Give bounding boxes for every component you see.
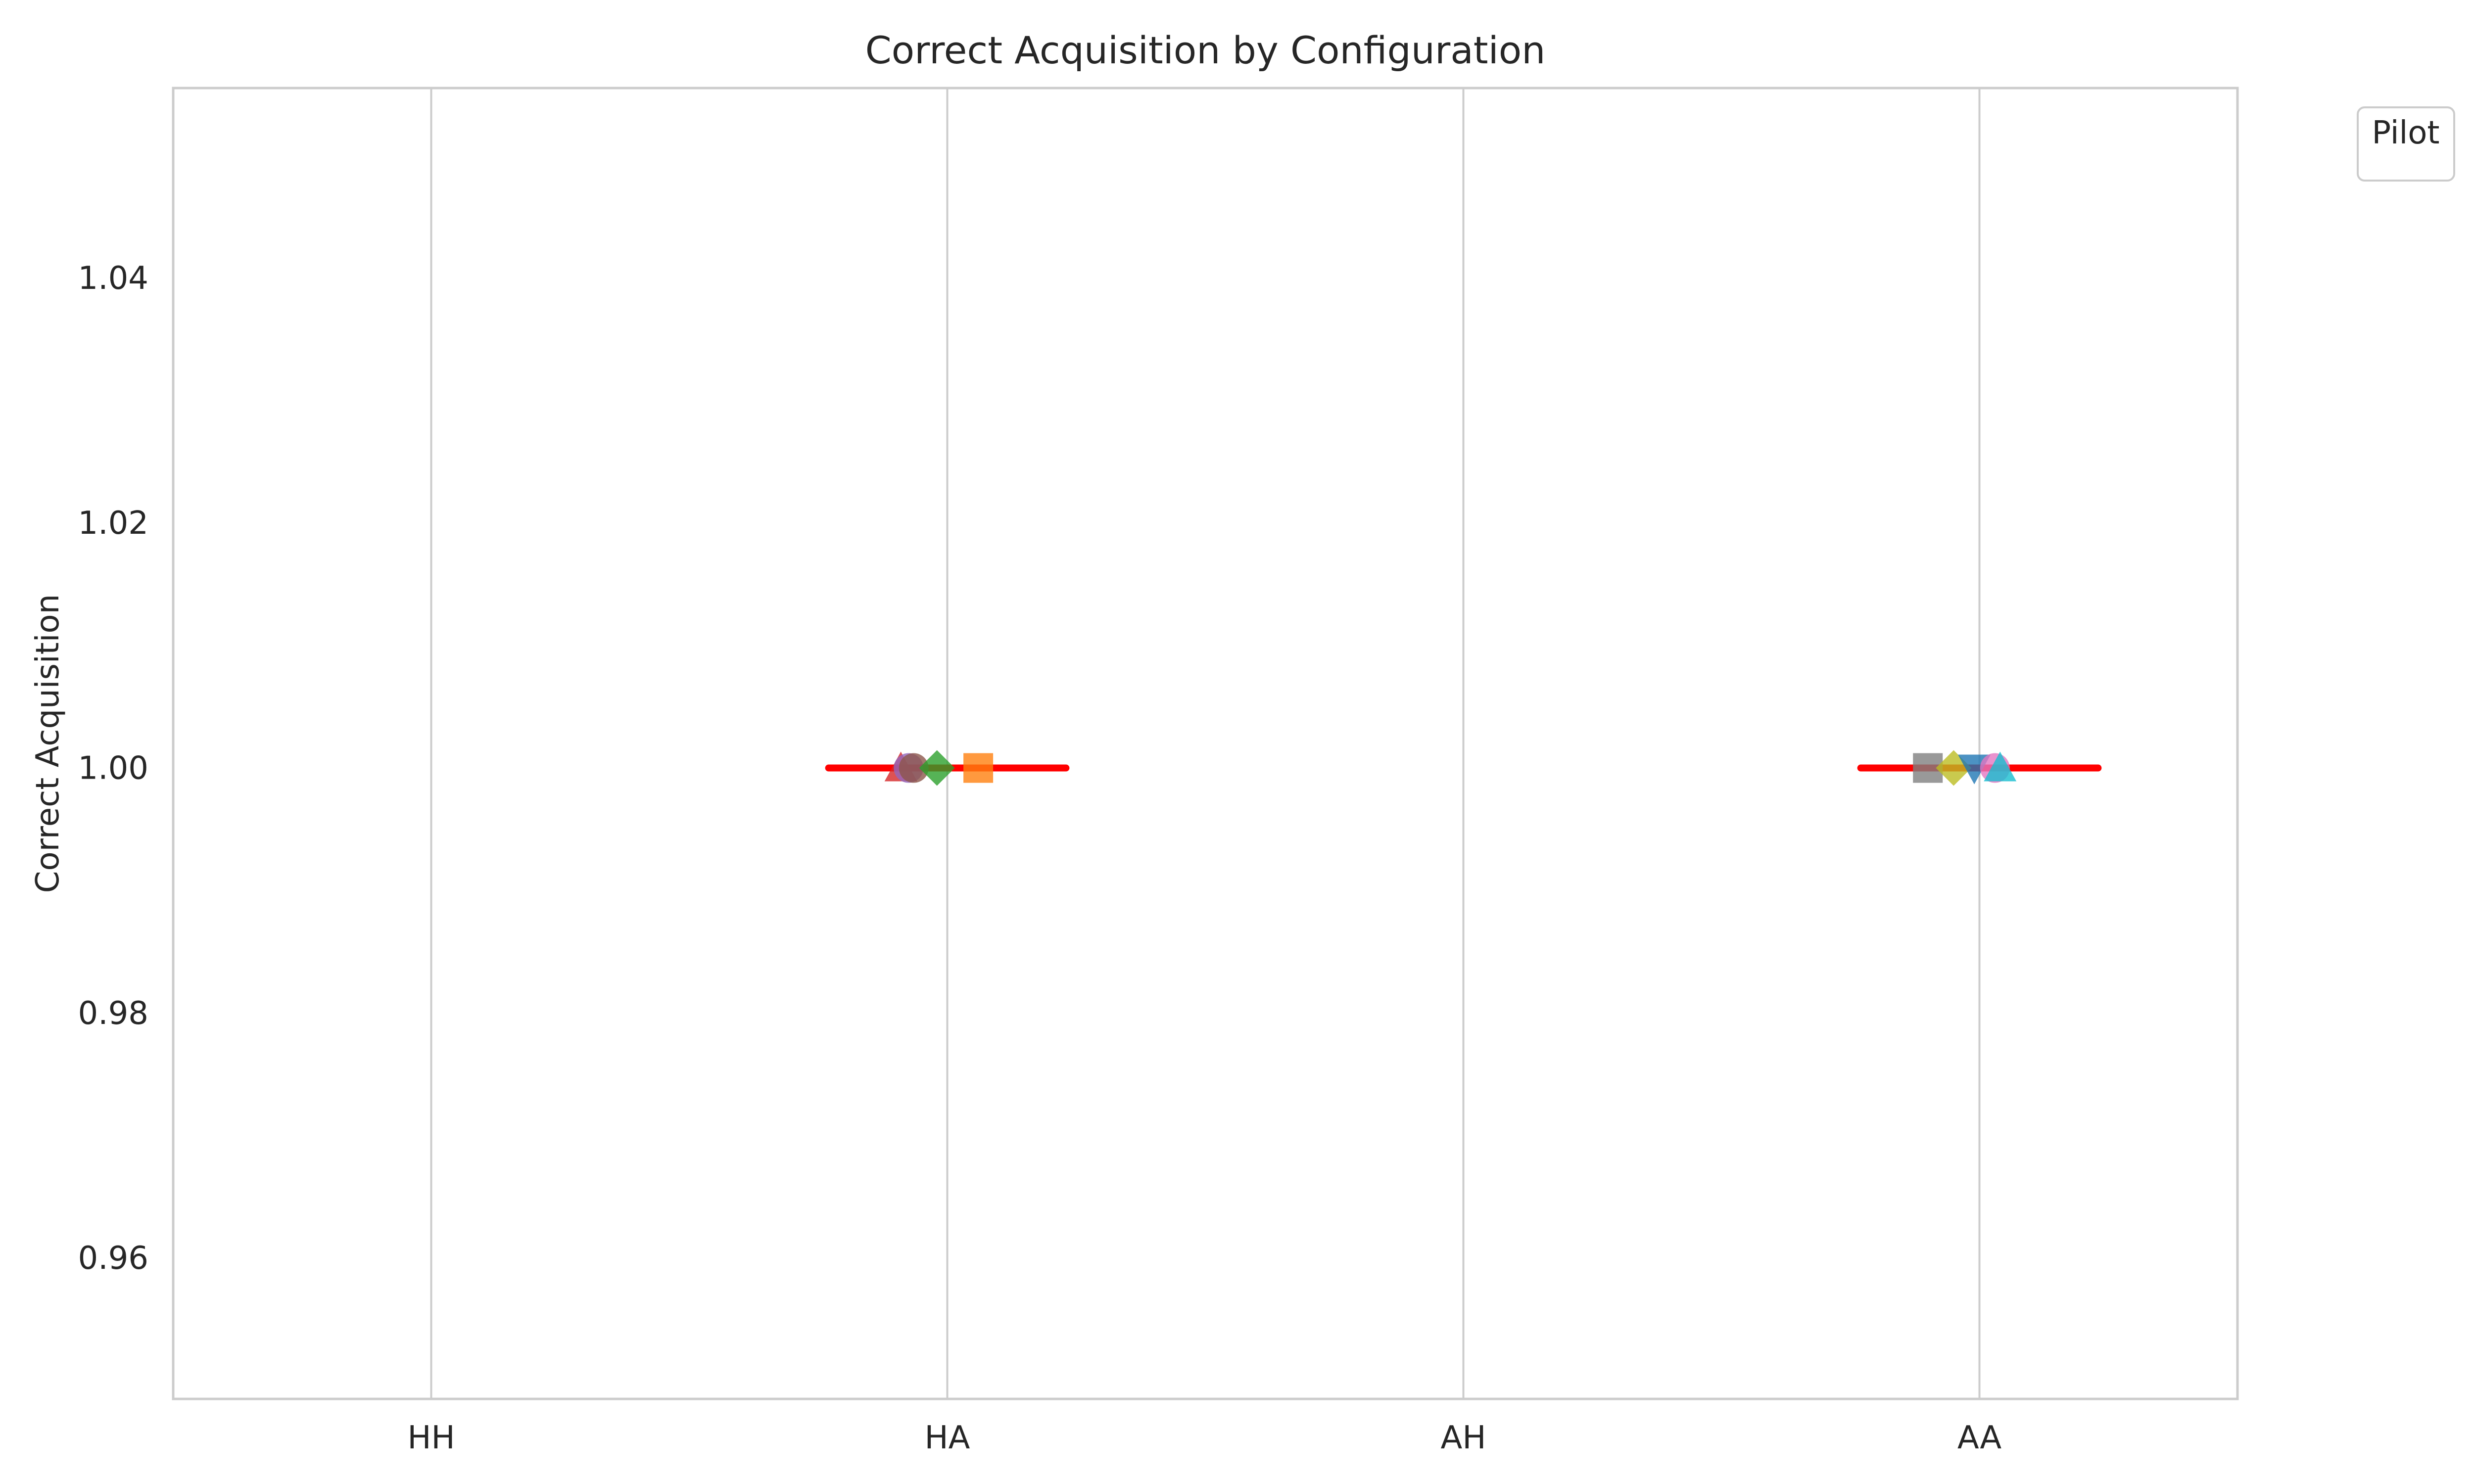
x-tick-labels: HH HA AH AA bbox=[407, 1420, 2001, 1456]
legend: Pilot bbox=[2357, 106, 2455, 182]
data-point-ha-square bbox=[963, 753, 994, 783]
legend-box bbox=[2357, 106, 2455, 182]
x-tick-label-ha: HA bbox=[925, 1420, 970, 1456]
data-point-ha-circle bbox=[899, 753, 929, 783]
legend-title: Pilot bbox=[2372, 115, 2440, 151]
y-tick-label: 1.04 bbox=[78, 260, 149, 297]
x-tick-label-hh: HH bbox=[407, 1420, 455, 1456]
plot-frame bbox=[172, 87, 2239, 1400]
data-points bbox=[884, 750, 2017, 786]
data-point-aa-triangle-up bbox=[1984, 751, 2017, 782]
x-tick-label-aa: AA bbox=[1957, 1420, 2002, 1456]
chart-title: Correct Acquisition by Configuration bbox=[865, 28, 1546, 72]
y-axis-label: Correct Acquisition bbox=[30, 594, 66, 893]
y-tick-labels: 0.96 0.98 1.00 1.02 1.04 bbox=[78, 260, 149, 1277]
y-tick-label: 1.00 bbox=[78, 750, 149, 787]
y-tick-label: 0.98 bbox=[78, 995, 149, 1032]
data-point-ha-diamond bbox=[919, 750, 955, 786]
y-tick-label: 0.96 bbox=[78, 1240, 149, 1277]
y-tick-label: 1.02 bbox=[78, 505, 149, 542]
x-grid bbox=[430, 88, 1981, 1399]
x-tick-label-ah: AH bbox=[1441, 1420, 1486, 1456]
